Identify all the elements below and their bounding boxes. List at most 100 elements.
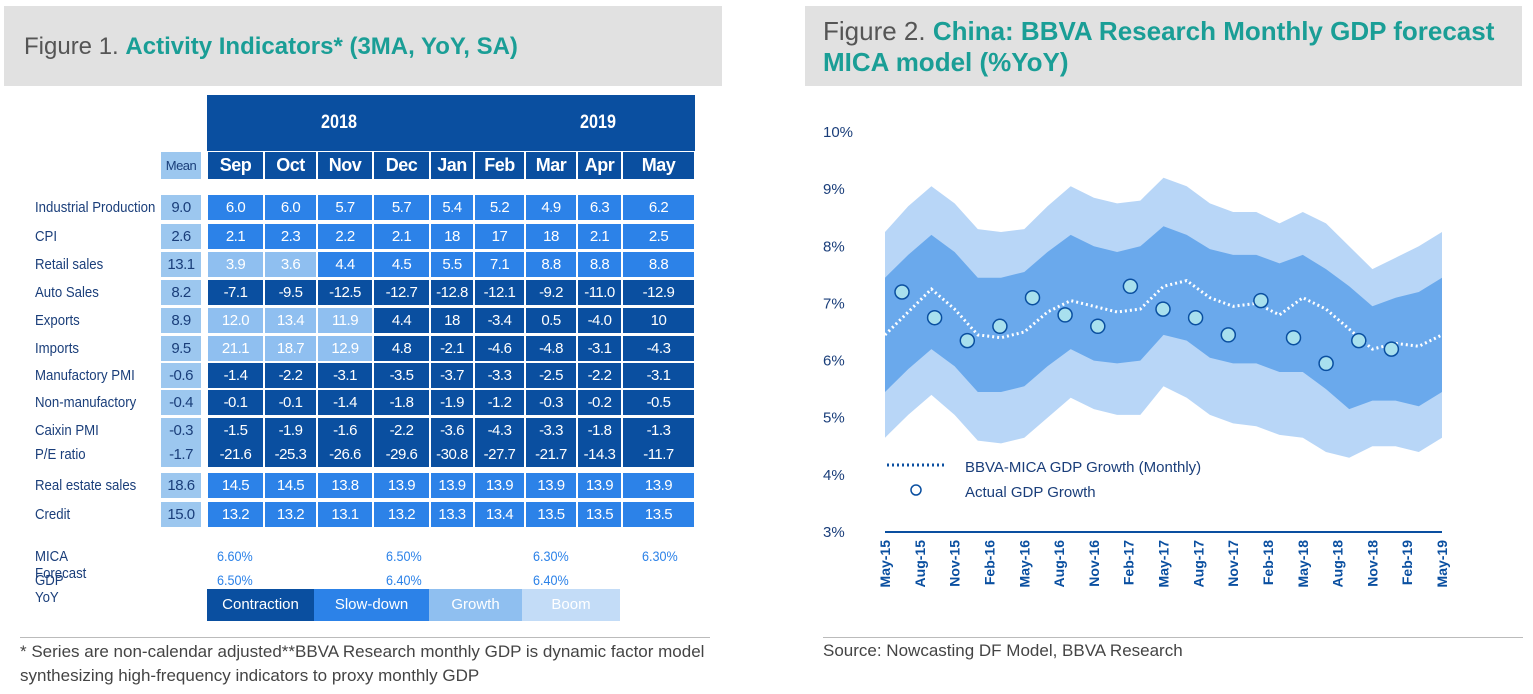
- mean-header: Mean: [161, 152, 201, 179]
- figure1-footnote: * Series are non-calendar adjusted**BBVA…: [20, 637, 710, 688]
- table-cell: -1.5: [208, 418, 263, 443]
- table-cell: -0.5: [623, 390, 694, 415]
- table-cell: -1.9: [431, 390, 473, 415]
- table-cell: 2.1: [578, 224, 621, 249]
- actual-gdp-point: [1057, 307, 1073, 323]
- table-cell: 18: [431, 308, 473, 333]
- table-cell: 3.9: [208, 252, 263, 277]
- table-cell: 13.2: [265, 502, 316, 527]
- mean-cell: 9.0: [161, 195, 201, 220]
- table-cell: 8.8: [623, 252, 694, 277]
- x-tick-label: Aug-18: [1330, 540, 1346, 588]
- month-header: Jan: [431, 152, 473, 179]
- figure1-prefix: Figure 1.: [24, 33, 126, 60]
- row-label: Credit: [35, 506, 71, 523]
- inner-confidence-band: [885, 226, 1442, 410]
- year-label-2018: 2018: [321, 112, 357, 133]
- table-cell: 13.1: [318, 502, 372, 527]
- table-cell: 13.9: [374, 473, 429, 498]
- table-cell: -12.1: [475, 280, 524, 305]
- figure2-heading: China: BBVA Research Monthly GDP forecas…: [823, 16, 1495, 77]
- row-label: Auto Sales: [35, 284, 99, 301]
- row-label: Real estate sales: [35, 477, 137, 494]
- table-cell: 13.2: [374, 502, 429, 527]
- table-cell: -1.3: [623, 418, 694, 443]
- table-cell: 4.8: [374, 336, 429, 361]
- gdp-yoy-value: 6.50%: [217, 572, 253, 588]
- table-cell: -1.4: [318, 390, 372, 415]
- row-label: Caixin PMI: [35, 422, 99, 439]
- x-tick-label: Nov-18: [1364, 540, 1380, 587]
- table-cell: 14.5: [208, 473, 263, 498]
- x-tick-label: May-16: [1016, 540, 1032, 588]
- table-cell: -1.9: [265, 418, 316, 443]
- actual-gdp-point: [926, 309, 943, 326]
- table-cell: -9.5: [265, 280, 316, 305]
- table-cell: 2.3: [265, 224, 316, 249]
- mean-cell: 8.9: [161, 308, 201, 333]
- table-cell: 12.0: [208, 308, 263, 333]
- mica-forecast-value: 6.50%: [386, 548, 422, 564]
- table-cell: -12.9: [623, 280, 694, 305]
- table-cell: 12.9: [318, 336, 372, 361]
- table-cell: 4.5: [374, 252, 429, 277]
- mean-cell: 18.6: [161, 473, 201, 498]
- table-cell: 13.3: [431, 502, 473, 527]
- table-cell: -0.3: [526, 390, 576, 415]
- table-cell: -3.5: [374, 363, 429, 388]
- table-cell: -11.0: [578, 280, 621, 305]
- table-cell: 6.2: [623, 195, 694, 220]
- table-cell: 5.2: [475, 195, 524, 220]
- table-cell: 17: [475, 224, 524, 249]
- table-cell: 11.9: [318, 308, 372, 333]
- mica-forecast-line: [883, 278, 1443, 351]
- table-cell: 5.4: [431, 195, 473, 220]
- x-tick-label: May-17: [1156, 540, 1172, 588]
- actual-gdp-point: [1155, 301, 1171, 317]
- x-tick-label: Aug-15: [912, 540, 928, 588]
- table-cell: -3.1: [318, 363, 372, 388]
- table-cell: 5.7: [374, 195, 429, 220]
- y-tick-label: 6%: [823, 353, 845, 370]
- gdp-yoy-label: GDP YoY: [35, 572, 64, 606]
- row-label: P/E ratio: [35, 446, 86, 463]
- mean-cell: -0.4: [161, 390, 201, 415]
- mean-cell: -1.7: [161, 442, 201, 467]
- table-cell: -1.2: [475, 390, 524, 415]
- mean-cell: 15.0: [161, 502, 201, 527]
- month-header: Mar: [526, 152, 576, 179]
- table-cell: -1.8: [374, 390, 429, 415]
- y-tick-label: 10%: [823, 124, 853, 141]
- figure2-source: Source: Nowcasting DF Model, BBVA Resear…: [823, 637, 1523, 661]
- table-cell: -30.8: [431, 442, 473, 467]
- legend-contraction: Contraction: [207, 589, 314, 621]
- mean-cell: -0.6: [161, 363, 201, 388]
- mean-cell: -0.3: [161, 418, 201, 443]
- month-header: May: [623, 152, 694, 179]
- table-cell: 13.9: [526, 473, 576, 498]
- row-label: CPI: [35, 228, 58, 245]
- table-cell: 13.4: [475, 502, 524, 527]
- actual-gdp-point: [1351, 332, 1367, 349]
- x-tick-label: May-15: [877, 540, 893, 588]
- x-tick-label: Nov-15: [947, 540, 963, 587]
- month-header: Apr: [578, 152, 621, 179]
- table-cell: 2.1: [208, 224, 263, 249]
- table-cell: -2.5: [526, 363, 576, 388]
- table-cell: 13.2: [208, 502, 263, 527]
- x-tick-label: Feb-18: [1260, 540, 1276, 585]
- table-cell: 4.4: [374, 308, 429, 333]
- mica-forecast-value: 6.30%: [533, 548, 569, 564]
- table-cell: 18.7: [265, 336, 316, 361]
- gdp-yoy-value: 6.40%: [386, 572, 422, 588]
- legend-label-actual: Actual GDP Growth: [965, 484, 1096, 501]
- table-cell: -4.0: [578, 308, 621, 333]
- table-cell: -26.6: [318, 442, 372, 467]
- y-tick-label: 9%: [823, 181, 845, 198]
- y-tick-label: 8%: [823, 238, 845, 255]
- x-tick-label: Feb-19: [1399, 540, 1415, 585]
- x-tick-label: Feb-16: [981, 540, 997, 585]
- legend-circle-swatch: [910, 484, 922, 496]
- actual-gdp-point: [894, 284, 910, 300]
- table-cell: 0.5: [526, 308, 576, 333]
